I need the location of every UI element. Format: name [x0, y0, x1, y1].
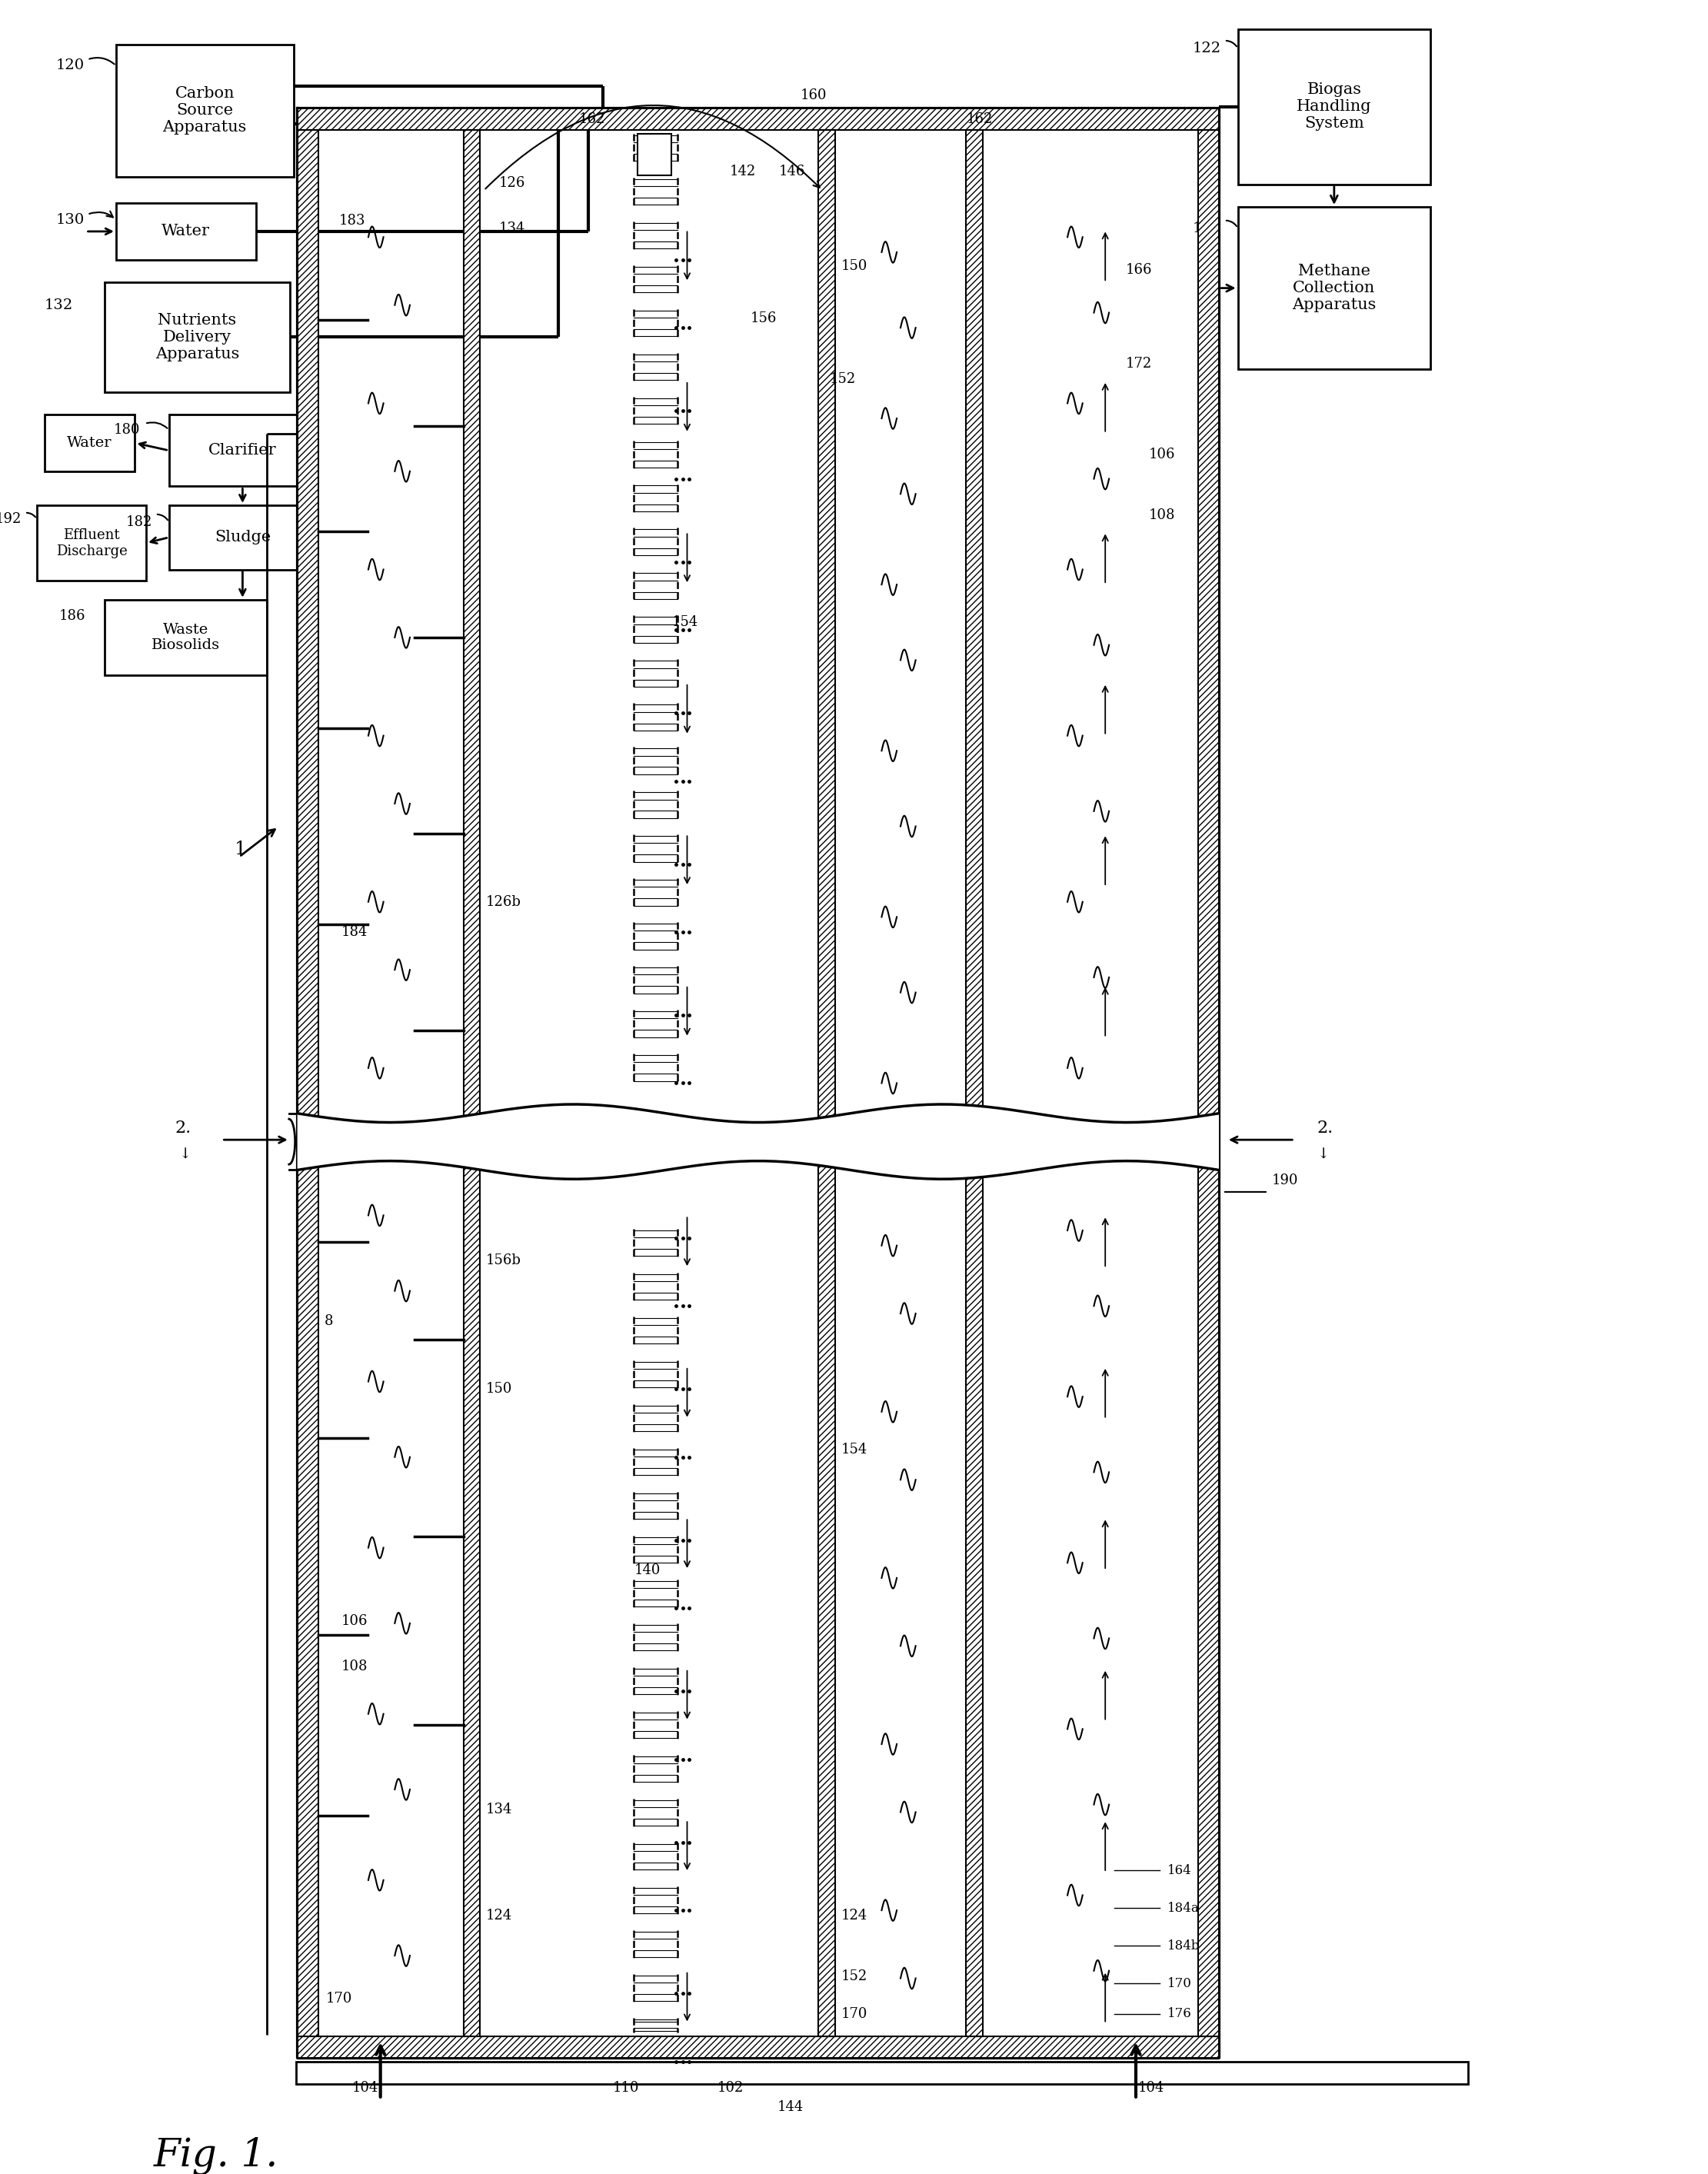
Text: 104: 104	[352, 2081, 379, 2096]
Text: 134: 134	[487, 1802, 512, 1817]
Text: 130: 130	[56, 213, 84, 226]
Text: 173: 173	[1192, 222, 1221, 235]
Text: 146: 146	[779, 165, 806, 178]
Text: 162: 162	[967, 113, 992, 126]
Text: ↓: ↓	[1317, 1148, 1331, 1161]
Text: 184: 184	[342, 926, 367, 939]
Bar	[36, 504, 147, 580]
Bar	[116, 202, 256, 259]
Bar	[463, 130, 480, 2037]
Text: Methane
Collection
Apparatus: Methane Collection Apparatus	[1291, 263, 1377, 313]
Text: 110: 110	[613, 2081, 639, 2096]
Text: 8: 8	[325, 1313, 333, 1328]
Text: 156b: 156b	[487, 1254, 521, 1267]
Text: 124: 124	[487, 1909, 512, 1922]
Bar	[965, 130, 982, 2037]
Text: 108: 108	[1149, 509, 1175, 522]
Text: 156: 156	[750, 311, 777, 326]
Text: Water: Water	[162, 224, 210, 239]
Text: 144: 144	[777, 2100, 804, 2113]
Text: 142: 142	[729, 165, 757, 178]
Text: Effluent
Discharge: Effluent Discharge	[56, 528, 126, 559]
Text: 106: 106	[1149, 448, 1175, 461]
Text: 134: 134	[499, 222, 526, 235]
Text: 2.: 2.	[1317, 1120, 1334, 1137]
Text: 104: 104	[1138, 2081, 1165, 2096]
Text: 132: 132	[44, 298, 73, 313]
Bar	[44, 415, 135, 472]
Bar	[1197, 130, 1220, 2037]
Bar	[818, 130, 835, 2037]
Text: 172: 172	[1126, 357, 1153, 372]
Text: 182: 182	[126, 515, 152, 528]
Bar	[297, 109, 1220, 130]
Text: ↓: ↓	[179, 1148, 191, 1161]
Text: 152: 152	[842, 1970, 868, 1983]
Text: 140: 140	[634, 1563, 661, 1578]
Text: 154: 154	[842, 1444, 868, 1457]
Bar	[169, 415, 316, 487]
Text: 184b: 184b	[1168, 1939, 1201, 1952]
Text: 152: 152	[830, 372, 856, 387]
Bar	[297, 2037, 1220, 2057]
Bar	[1238, 28, 1430, 185]
Bar	[297, 130, 318, 2037]
Text: 176: 176	[1168, 2007, 1192, 2020]
Text: 190: 190	[1272, 1174, 1298, 1187]
Text: 126b: 126b	[487, 896, 521, 909]
Text: 183: 183	[338, 213, 366, 228]
Text: Nutrients
Delivery
Apparatus: Nutrients Delivery Apparatus	[155, 313, 239, 361]
Text: Fig. 1.: Fig. 1.	[154, 2137, 278, 2174]
Bar	[637, 133, 671, 176]
Text: Carbon
Source
Apparatus: Carbon Source Apparatus	[162, 87, 248, 135]
Text: 180: 180	[114, 422, 140, 437]
Text: 108: 108	[342, 1659, 367, 1674]
Text: 192: 192	[0, 511, 22, 526]
Text: Clarifier: Clarifier	[208, 443, 277, 459]
Bar	[1238, 207, 1430, 370]
Text: 120: 120	[56, 59, 84, 72]
Text: Biogas
Handling
System: Biogas Handling System	[1296, 83, 1372, 130]
Text: 162: 162	[579, 113, 605, 126]
Text: 124: 124	[842, 1909, 868, 1922]
Text: 150: 150	[842, 259, 868, 272]
Polygon shape	[297, 1104, 1220, 1178]
Text: Waste
Biosolids: Waste Biosolids	[152, 622, 220, 652]
Text: 126: 126	[499, 176, 526, 189]
Text: 154: 154	[671, 615, 699, 628]
Bar	[104, 600, 266, 676]
Bar	[116, 43, 294, 176]
Text: 170: 170	[842, 2007, 868, 2020]
Text: 186: 186	[60, 609, 85, 624]
Text: 170: 170	[326, 1991, 352, 2007]
Text: 166: 166	[1126, 263, 1153, 276]
Text: Sludge: Sludge	[215, 530, 272, 546]
Text: Water: Water	[67, 437, 113, 450]
Text: 102: 102	[717, 2081, 743, 2096]
Bar	[169, 504, 316, 570]
Text: 184a: 184a	[1168, 1902, 1199, 1915]
Text: 150: 150	[487, 1383, 512, 1396]
Text: 170: 170	[1168, 1976, 1192, 1989]
Bar	[104, 283, 290, 391]
Text: 106: 106	[342, 1613, 367, 1628]
Bar	[295, 2061, 1467, 2085]
Text: 164: 164	[1168, 1863, 1192, 1876]
Text: 1: 1	[234, 841, 246, 859]
Text: 2.: 2.	[176, 1120, 191, 1137]
Text: 122: 122	[1192, 41, 1221, 54]
Text: 160: 160	[799, 89, 827, 102]
